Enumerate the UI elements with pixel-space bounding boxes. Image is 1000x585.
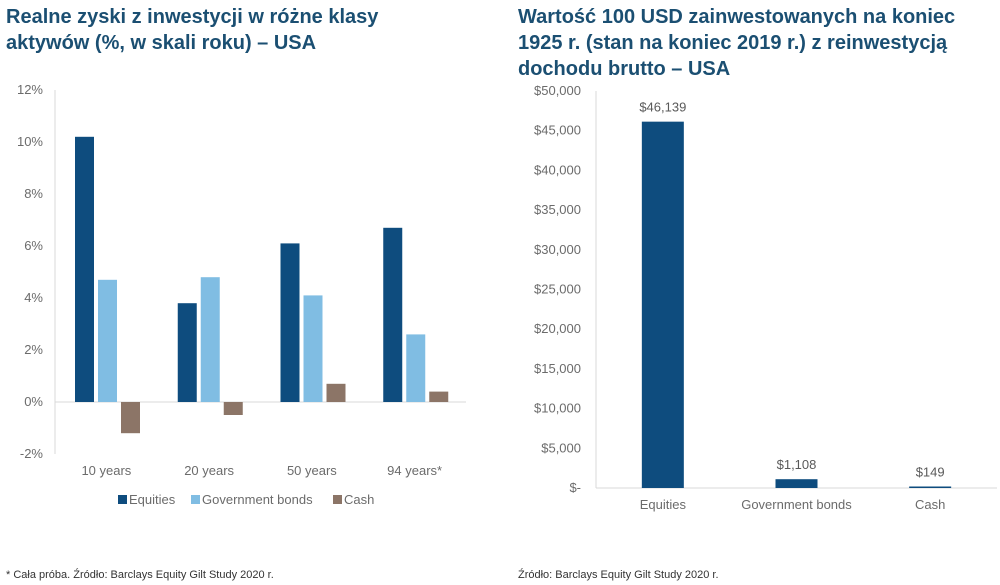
legend-swatch-cash <box>333 495 342 504</box>
left-y-tick-label: 2% <box>24 342 43 357</box>
left-bar-cash <box>326 383 346 402</box>
left-bar-cash <box>121 402 140 434</box>
left-y-tick-label: 12% <box>17 82 43 97</box>
left-y-tick-label: 10% <box>17 134 43 149</box>
right-chart-title: Wartość 100 USD zainwestowanych na konie… <box>518 6 956 80</box>
legend-swatch-equities <box>118 495 127 504</box>
left-bar-cash <box>223 402 243 415</box>
left-chart-footnote: * Cała próba. Źródło: Barclays Equity Gi… <box>6 569 274 581</box>
left-bar-government-bonds <box>406 334 426 402</box>
right-bar-data-label: $1,108 <box>777 457 817 472</box>
legend-label-cash: Cash <box>344 492 374 507</box>
left-x-tick-label: 50 years <box>287 463 337 478</box>
right-x-tick-label: Equities <box>640 497 687 512</box>
left-bar-equities <box>177 303 197 402</box>
left-bar-government-bonds <box>303 295 323 402</box>
right-y-tick-label: $35,000 <box>534 202 581 217</box>
left-bar-equities <box>383 227 403 402</box>
left-y-tick-label: 0% <box>24 394 43 409</box>
right-bar <box>641 121 684 488</box>
left-chart-title: Realne zyski z inwestycji w różne klasy … <box>6 6 379 54</box>
left-y-tick-label: 8% <box>24 186 43 201</box>
left-y-tick-label: -2% <box>20 446 44 461</box>
left-bar-government-bonds <box>200 277 220 402</box>
right-y-tick-label: $10,000 <box>534 401 581 416</box>
right-y-tick-label: $45,000 <box>534 123 581 138</box>
left-bar-equities <box>280 243 300 402</box>
right-chart-footnote: Źródło: Barclays Equity Gilt Study 2020 … <box>518 569 719 581</box>
right-x-tick-label: Cash <box>915 497 945 512</box>
right-y-tick-label: $40,000 <box>534 162 581 177</box>
right-y-tick-label: $20,000 <box>534 321 581 336</box>
left-x-tick-label: 94 years* <box>387 463 442 478</box>
right-bar <box>775 479 818 488</box>
right-y-tick-label: $- <box>569 480 581 495</box>
left-bar-cash <box>429 391 449 402</box>
right-bar <box>909 486 952 488</box>
legend-swatch-government-bonds <box>191 495 200 504</box>
right-y-tick-label: $30,000 <box>534 242 581 257</box>
left-x-tick-label: 10 years <box>81 463 131 478</box>
right-y-tick-label: $5,000 <box>541 440 581 455</box>
legend-label-government-bonds: Government bonds <box>202 492 313 507</box>
left-bar-equities <box>75 136 94 403</box>
left-y-tick-label: 6% <box>24 238 43 253</box>
left-x-tick-label: 20 years <box>184 463 234 478</box>
right-y-tick-label: $50,000 <box>534 83 581 98</box>
left-y-tick-label: 4% <box>24 290 43 305</box>
right-x-tick-label: Government bonds <box>741 497 852 512</box>
right-y-tick-label: $25,000 <box>534 282 581 297</box>
right-bar-data-label: $149 <box>916 465 945 480</box>
legend-label-equities: Equities <box>129 492 176 507</box>
right-bar-data-label: $46,139 <box>639 100 686 115</box>
right-y-tick-label: $15,000 <box>534 361 581 376</box>
left-bar-government-bonds <box>98 279 117 402</box>
